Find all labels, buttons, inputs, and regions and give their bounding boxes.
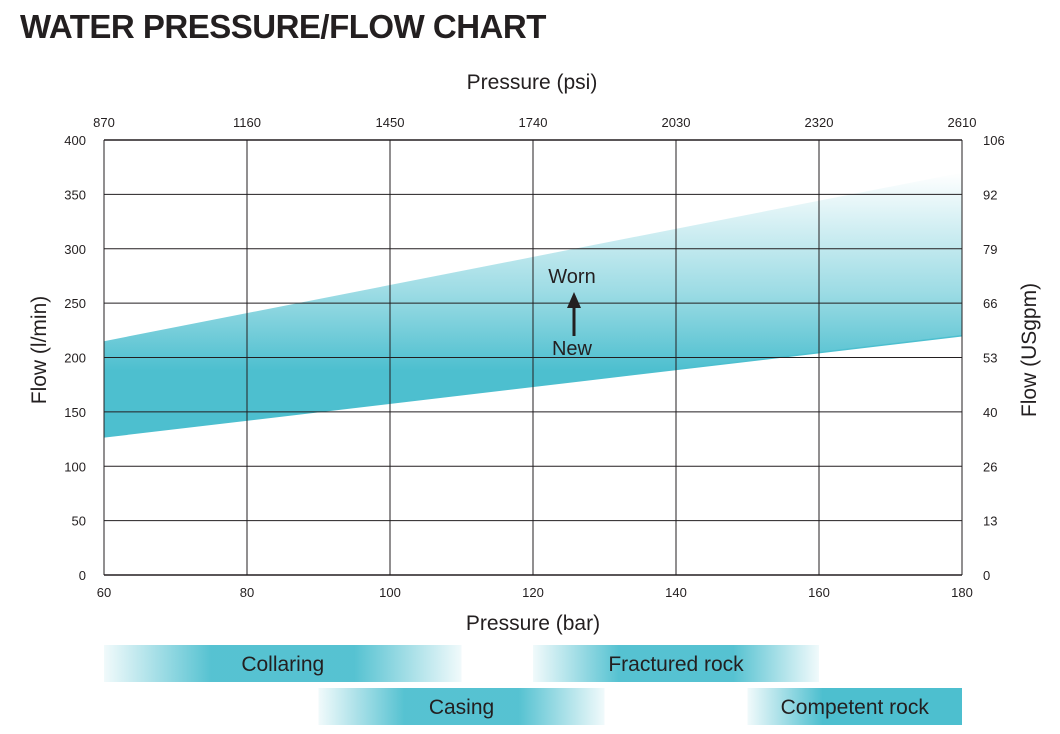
x2-tick-label: 1740 xyxy=(519,115,548,130)
x-tick-label: 140 xyxy=(665,585,687,600)
range-label: Collaring xyxy=(241,653,324,676)
x-tick-label: 60 xyxy=(97,585,111,600)
x2-axis-title: Pressure (psi) xyxy=(467,71,598,94)
y2-tick-label: 106 xyxy=(983,133,1005,148)
x2-tick-label: 2610 xyxy=(948,115,977,130)
y-tick-label: 400 xyxy=(64,133,86,148)
range-bar xyxy=(533,645,819,682)
x2-tick-label: 2320 xyxy=(805,115,834,130)
y2-tick-label: 0 xyxy=(983,568,990,583)
range-bar xyxy=(104,645,462,682)
y-tick-label: 300 xyxy=(64,242,86,257)
range-label: Competent rock xyxy=(781,696,930,719)
y2-tick-label: 40 xyxy=(983,405,997,420)
arrow-up-icon xyxy=(567,292,581,336)
application-ranges: Collaring Fractured rock Casing Competent r… xyxy=(104,645,962,725)
y-tick-label: 100 xyxy=(64,459,86,474)
grid-layer xyxy=(103,139,963,576)
range-bar xyxy=(318,688,605,725)
x-tick-label: 80 xyxy=(240,585,254,600)
range-label: Fractured rock xyxy=(608,653,744,676)
y2-axis-title: Flow (USgpm) xyxy=(1018,283,1041,417)
tick-label-layer: 60 80 100 120 140 160 180 870 1160 1450 1740 2030 23… xyxy=(64,115,1004,600)
x2-tick-label: 1450 xyxy=(376,115,405,130)
page-title: WATER PRESSURE/FLOW CHART xyxy=(20,8,546,45)
x2-tick-label: 870 xyxy=(93,115,115,130)
new-label: New xyxy=(552,338,593,360)
y-axis-title: Flow (l/min) xyxy=(28,296,51,405)
y-tick-label: 200 xyxy=(64,351,86,366)
range-bar xyxy=(747,688,962,725)
worn-label: Worn xyxy=(548,266,595,288)
y-tick-label: 50 xyxy=(72,514,86,529)
range-label: Casing xyxy=(429,696,494,719)
y2-tick-label: 79 xyxy=(983,242,997,257)
y2-tick-label: 13 xyxy=(983,514,997,529)
x-tick-label: 120 xyxy=(522,585,544,600)
y2-tick-label: 66 xyxy=(983,296,997,311)
x-tick-label: 180 xyxy=(951,585,973,600)
y2-tick-label: 53 xyxy=(983,351,997,366)
x-tick-label: 160 xyxy=(808,585,830,600)
y-tick-label: 0 xyxy=(79,568,86,583)
x-axis-title: Pressure (bar) xyxy=(466,612,600,635)
y-tick-label: 350 xyxy=(64,187,86,202)
x2-tick-label: 2030 xyxy=(662,115,691,130)
y2-tick-label: 26 xyxy=(983,459,997,474)
y2-tick-label: 92 xyxy=(983,187,997,202)
x2-tick-label: 1160 xyxy=(233,115,261,130)
y-tick-label: 250 xyxy=(64,296,86,311)
y-tick-label: 150 xyxy=(64,405,86,420)
x-tick-label: 100 xyxy=(379,585,401,600)
